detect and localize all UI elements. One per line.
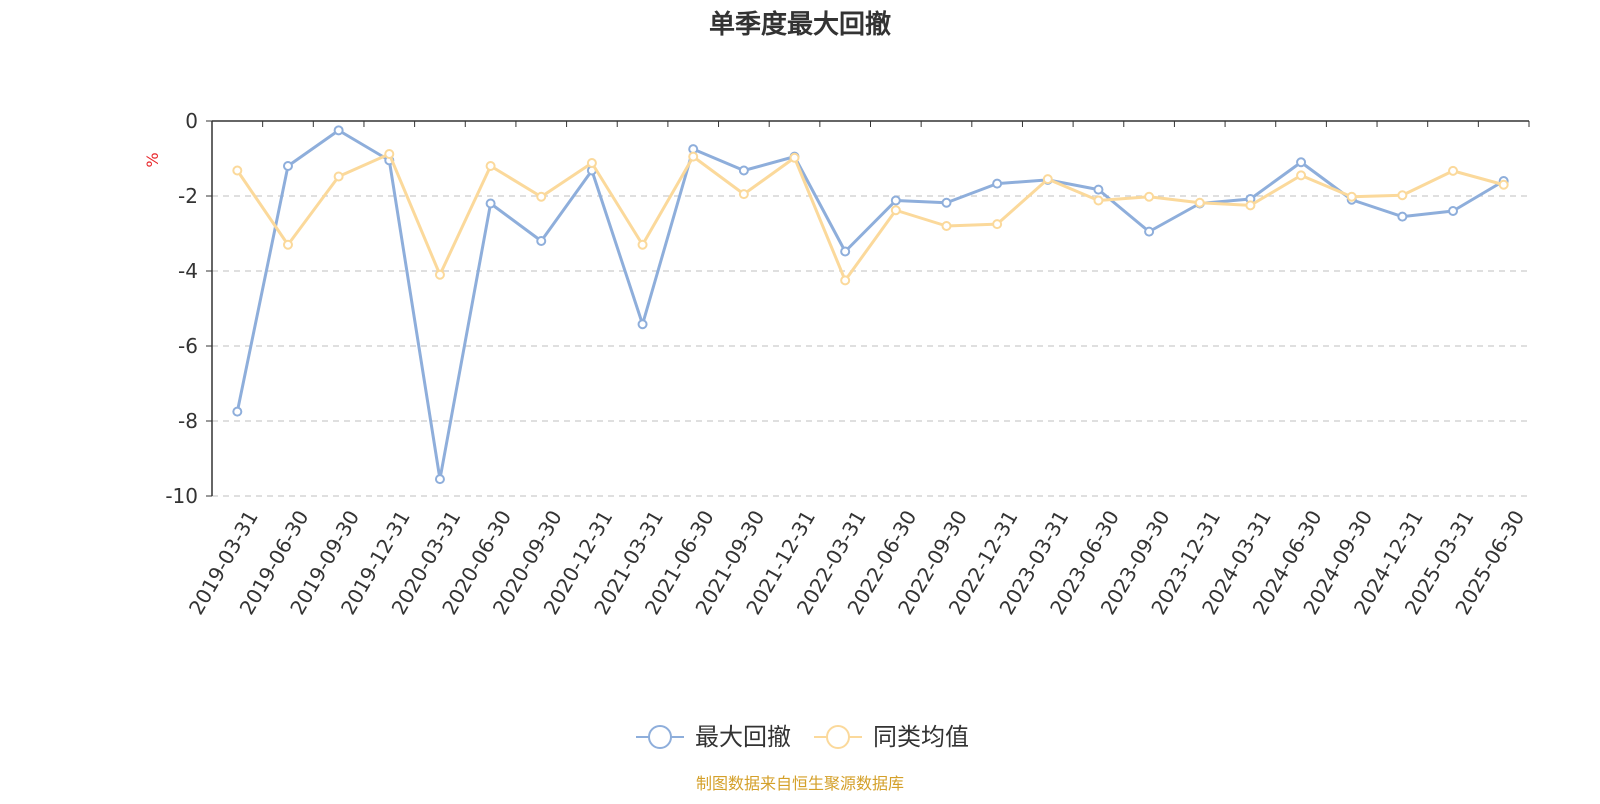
y-tick-label: -6 [178, 334, 198, 358]
y-axis-unit-label: % [143, 152, 162, 167]
data-point[interactable] [434, 269, 445, 280]
legend-circle-marker [648, 725, 672, 749]
data-point[interactable] [1042, 174, 1053, 185]
data-point[interactable] [536, 236, 547, 246]
data-point[interactable] [1093, 184, 1104, 195]
y-tick-label: -10 [165, 484, 198, 508]
data-point[interactable] [1245, 200, 1256, 211]
data-point[interactable] [282, 239, 293, 250]
source-footnote: 制图数据来自恒生聚源数据库 [696, 774, 904, 793]
y-tick-label: -2 [178, 184, 198, 208]
data-point[interactable] [333, 125, 344, 136]
series-1 [232, 125, 1509, 485]
data-point[interactable] [485, 161, 496, 171]
legend-label: 最大回撤 [695, 723, 791, 751]
y-tick-label: -4 [178, 259, 198, 283]
data-point[interactable] [1397, 190, 1408, 201]
series-2 [232, 149, 1509, 286]
data-point[interactable] [232, 406, 243, 417]
data-point[interactable] [1498, 179, 1509, 190]
data-point[interactable] [840, 275, 851, 286]
data-point[interactable] [1194, 197, 1205, 208]
data-point[interactable] [738, 189, 749, 200]
data-point[interactable] [333, 171, 344, 182]
legend-label: 同类均值 [873, 723, 969, 751]
data-point[interactable] [941, 197, 952, 208]
data-point[interactable] [1448, 165, 1459, 176]
series-line [235, 128, 1505, 481]
series-line [236, 152, 1505, 282]
series-layer [232, 125, 1509, 485]
legend-circle-marker [826, 725, 850, 749]
data-point[interactable] [637, 319, 648, 330]
data-point[interactable] [485, 198, 496, 209]
data-point[interactable] [1296, 157, 1307, 168]
y-tick-label: -8 [178, 409, 198, 433]
data-point[interactable] [688, 151, 699, 162]
data-point[interactable] [992, 178, 1003, 189]
data-point[interactable] [789, 152, 800, 163]
data-point[interactable] [1144, 191, 1155, 202]
data-point[interactable] [840, 246, 851, 257]
y-tick-label: 0 [185, 109, 198, 133]
chart-title: 单季度最大回撤 [709, 9, 891, 40]
data-point[interactable] [941, 221, 952, 231]
data-point[interactable] [1296, 170, 1307, 181]
data-point[interactable] [282, 161, 293, 171]
data-point[interactable] [232, 165, 243, 176]
data-point[interactable] [586, 158, 597, 168]
data-point[interactable] [1093, 195, 1104, 206]
data-point[interactable] [890, 205, 901, 216]
data-point[interactable] [992, 219, 1003, 230]
data-point[interactable] [1144, 226, 1155, 237]
grid-lines [212, 195, 1529, 497]
data-point[interactable] [1397, 211, 1408, 222]
data-point[interactable] [384, 149, 395, 159]
data-point[interactable] [434, 474, 445, 485]
data-point[interactable] [536, 191, 547, 202]
legend[interactable]: 最大回撤 同类均值 [636, 723, 969, 751]
data-point[interactable] [738, 165, 749, 176]
legend-item[interactable]: 同类均值 [814, 723, 969, 751]
data-point[interactable] [1346, 191, 1357, 202]
data-point[interactable] [890, 195, 901, 206]
data-point[interactable] [637, 239, 648, 250]
data-point[interactable] [1448, 206, 1459, 216]
legend-item[interactable]: 最大回撤 [636, 723, 791, 751]
